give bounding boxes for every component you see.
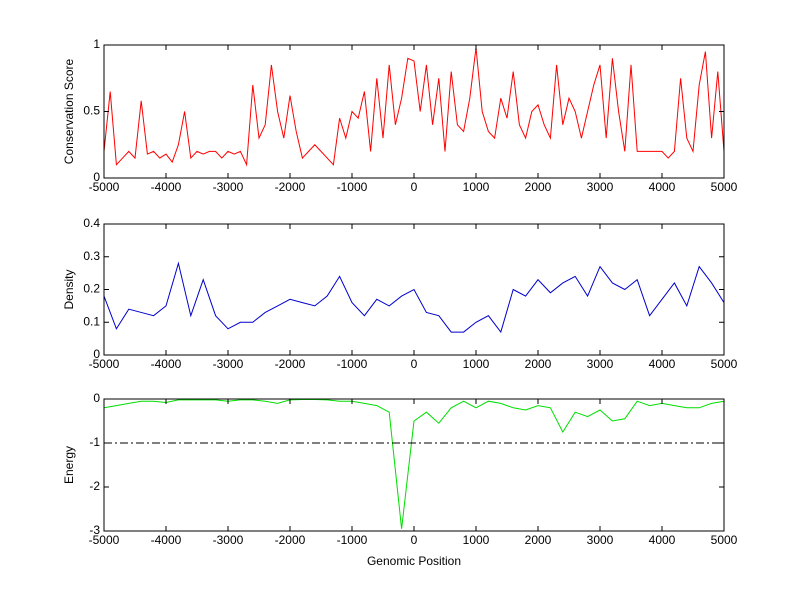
- x-tick-label: -5000: [89, 533, 120, 547]
- x-tick-label: -1000: [337, 533, 368, 547]
- x-tick-label: 5000: [711, 357, 738, 371]
- x-tick-label: -4000: [151, 180, 182, 194]
- x-tick-label: 5000: [711, 533, 738, 547]
- x-tick-label: -4000: [151, 357, 182, 371]
- y-tick-label: 0: [93, 391, 100, 405]
- x-tick-label: 5000: [711, 180, 738, 194]
- y-tick-label: 0.4: [83, 216, 100, 230]
- y-tick-label: 0: [93, 170, 100, 184]
- x-tick-label: -2000: [275, 357, 306, 371]
- x-tick-label: -3000: [213, 357, 244, 371]
- y-tick-label: 0.5: [83, 104, 100, 118]
- axes-border: [103, 223, 725, 356]
- x-tick-label: -1000: [337, 180, 368, 194]
- y-axis-label: Conservation Score: [62, 58, 76, 164]
- x-tick-label: 2000: [525, 357, 552, 371]
- y-tick-label: 1: [93, 37, 100, 51]
- x-tick-label: -3000: [213, 180, 244, 194]
- y-tick-label: 0.3: [83, 249, 100, 263]
- axes-border: [103, 398, 725, 532]
- x-tick-label: 0: [411, 180, 418, 194]
- data-line: [103, 261, 725, 334]
- x-tick-label: 3000: [587, 533, 614, 547]
- x-tick-label: 3000: [587, 357, 614, 371]
- x-tick-label: -4000: [151, 533, 182, 547]
- x-tick-label: 2000: [525, 533, 552, 547]
- axes-border: [103, 44, 725, 179]
- data-line: [103, 47, 725, 167]
- axes-frame: [103, 44, 725, 179]
- x-tick-label: 4000: [649, 533, 676, 547]
- x-axis-label: Genomic Position: [367, 554, 461, 568]
- x-tick-label: -5000: [89, 180, 120, 194]
- y-tick-label: -2: [89, 479, 100, 493]
- x-tick-label: 1000: [463, 533, 490, 547]
- x-tick-label: -1000: [337, 357, 368, 371]
- x-tick-label: -3000: [213, 533, 244, 547]
- data-line: [103, 398, 725, 529]
- x-tick-label: 0: [411, 533, 418, 547]
- x-tick-label: -2000: [275, 180, 306, 194]
- y-axis-label: Energy: [62, 446, 76, 484]
- x-tick-label: 4000: [649, 180, 676, 194]
- y-tick-label: -3: [89, 523, 100, 537]
- y-tick-label: 0: [93, 347, 100, 361]
- y-tick-label: -1: [89, 435, 100, 449]
- x-tick-label: 4000: [649, 357, 676, 371]
- y-tick-label: 0.1: [83, 314, 100, 328]
- x-tick-label: 1000: [463, 180, 490, 194]
- x-tick-label: -2000: [275, 533, 306, 547]
- y-axis-label: Density: [62, 269, 76, 309]
- x-tick-label: 3000: [587, 180, 614, 194]
- x-tick-label: 1000: [463, 357, 490, 371]
- axes-frame: [103, 398, 725, 532]
- x-tick-label: 0: [411, 357, 418, 371]
- x-tick-label: -5000: [89, 357, 120, 371]
- y-tick-label: 0.2: [83, 282, 100, 296]
- x-tick-label: 2000: [525, 180, 552, 194]
